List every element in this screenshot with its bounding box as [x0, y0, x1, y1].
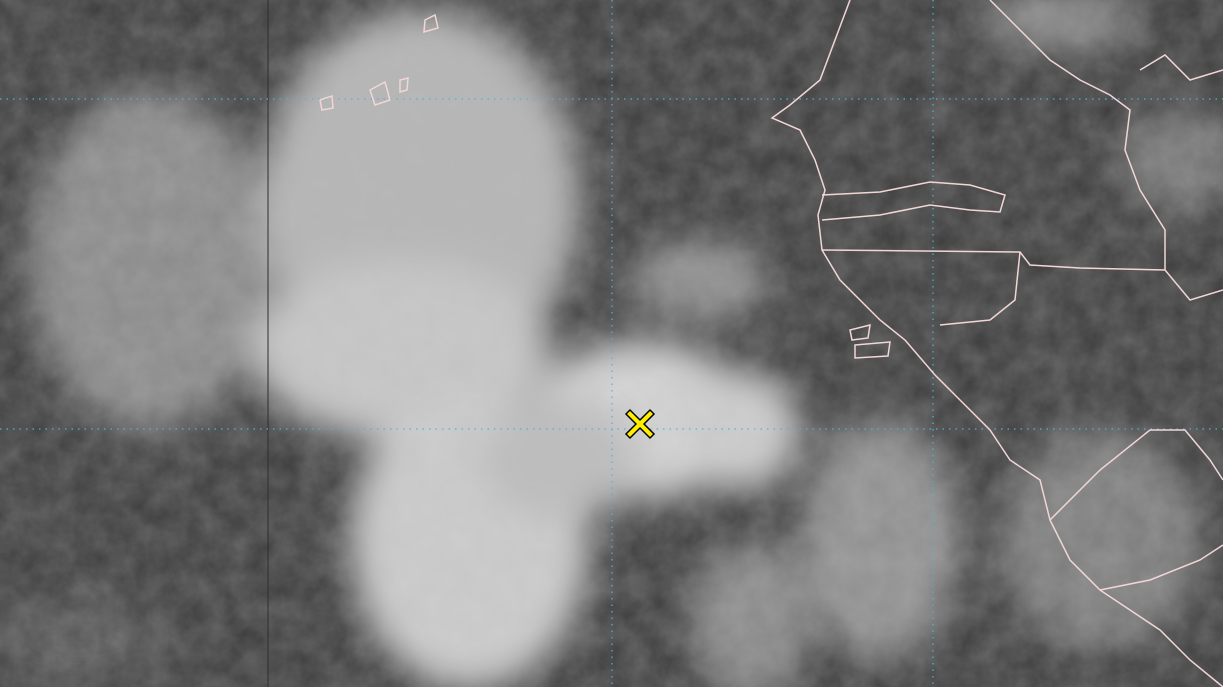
coastlines-borders: [319, 0, 1223, 687]
x-mark-icon: [624, 408, 656, 440]
storm-center-marker[interactable]: [624, 408, 656, 440]
